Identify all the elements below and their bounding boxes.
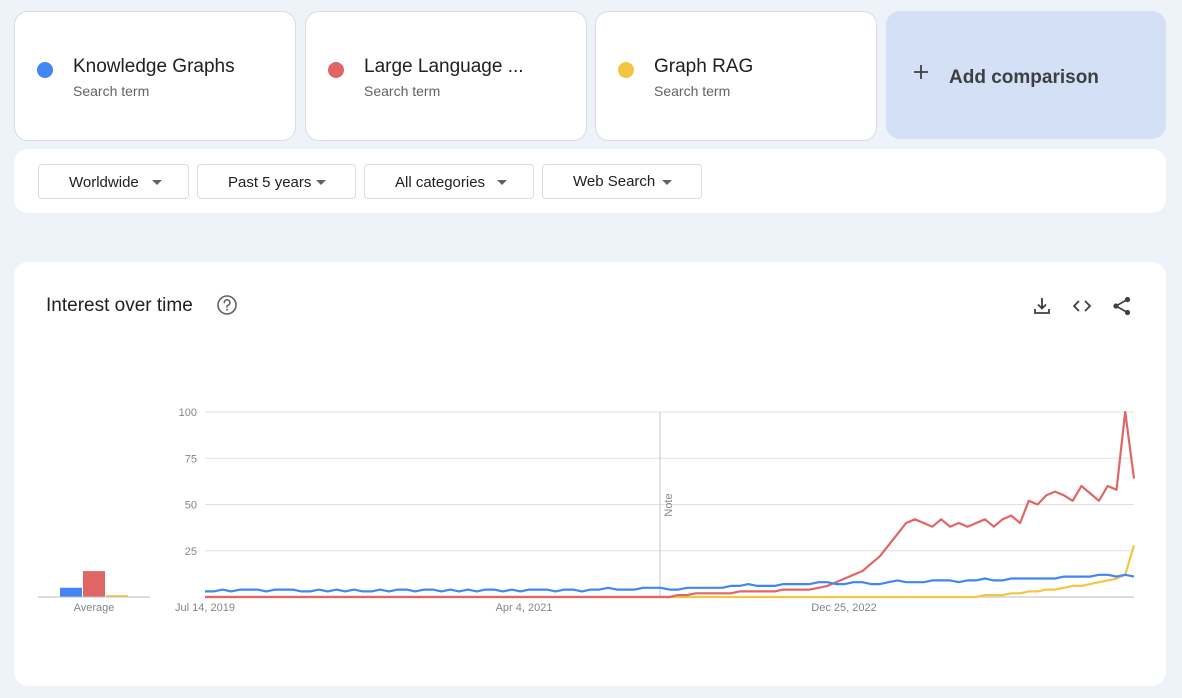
add-comparison-label: Add comparison [949,67,1099,88]
chart-lines [205,410,1136,599]
time-range-filter[interactable]: Past 5 years [197,164,356,199]
term-card-knowledge-graphs[interactable]: Knowledge Graphs Search term [14,11,296,141]
chart-title: Interest over time [46,295,193,316]
series-line-knowledge-graphs [205,573,1135,593]
dropdown-arrow-icon [662,180,672,185]
series-line-large-language-models [205,410,1136,599]
search-type-filter[interactable]: Web Search [542,164,702,199]
term-type: Search term [73,83,150,99]
region-filter[interactable]: Worldwide [38,164,189,199]
x-tick-label: Jul 14, 2019 [175,602,235,614]
filter-label: Past 5 years [228,174,312,191]
note-label: Note [663,493,675,516]
term-card-large-language-models[interactable]: Large Language ... Search term [305,11,587,141]
term-name: Knowledge Graphs [73,56,235,77]
average-bar [106,595,128,597]
series-color-dot [37,62,53,78]
filter-bar: Worldwide Past 5 years All categories We… [14,149,1166,213]
plus-icon [914,65,928,79]
x-tick-label: Dec 25, 2022 [811,602,876,614]
x-tick-label: Apr 4, 2021 [496,602,553,614]
filter-label: Worldwide [69,174,139,191]
dropdown-arrow-icon [316,180,326,185]
average-bars: Average [38,571,150,614]
dropdown-arrow-icon [152,180,162,185]
interest-over-time-card: Interest over time Average 25 50 75 100 Note… [14,262,1166,686]
term-card-graph-rag[interactable]: Graph RAG Search term [595,11,877,141]
y-tick-label: 75 [185,453,197,465]
code-icon[interactable] [1071,295,1093,317]
average-label: Average [74,602,115,614]
y-tick-label: 50 [185,500,197,512]
average-bar [83,571,105,597]
share-icon[interactable] [1111,295,1133,317]
term-name: Large Language ... [364,56,524,77]
series-color-dot [618,62,634,78]
add-comparison-button[interactable]: Add comparison [886,11,1166,139]
filter-label: Web Search [573,173,656,190]
term-type: Search term [364,83,441,99]
y-tick-label: 100 [179,407,197,419]
average-bar [60,587,82,597]
interest-over-time-chart: Average 25 50 75 100 Note Jul 14, 2019 Apr 4, … [38,407,1136,614]
chart-grid: 25 50 75 100 Note Jul 14, 2019 Apr 4, 2021 Dec … [175,407,1134,614]
help-circle-icon[interactable] [216,294,238,316]
filter-label: All categories [395,174,486,191]
dropdown-arrow-icon [497,180,507,185]
term-name: Graph RAG [654,56,754,77]
y-tick-label: 25 [185,546,197,558]
term-type: Search term [654,83,731,99]
category-filter[interactable]: All categories [364,164,534,199]
download-icon[interactable] [1031,295,1053,317]
series-color-dot [328,62,344,78]
